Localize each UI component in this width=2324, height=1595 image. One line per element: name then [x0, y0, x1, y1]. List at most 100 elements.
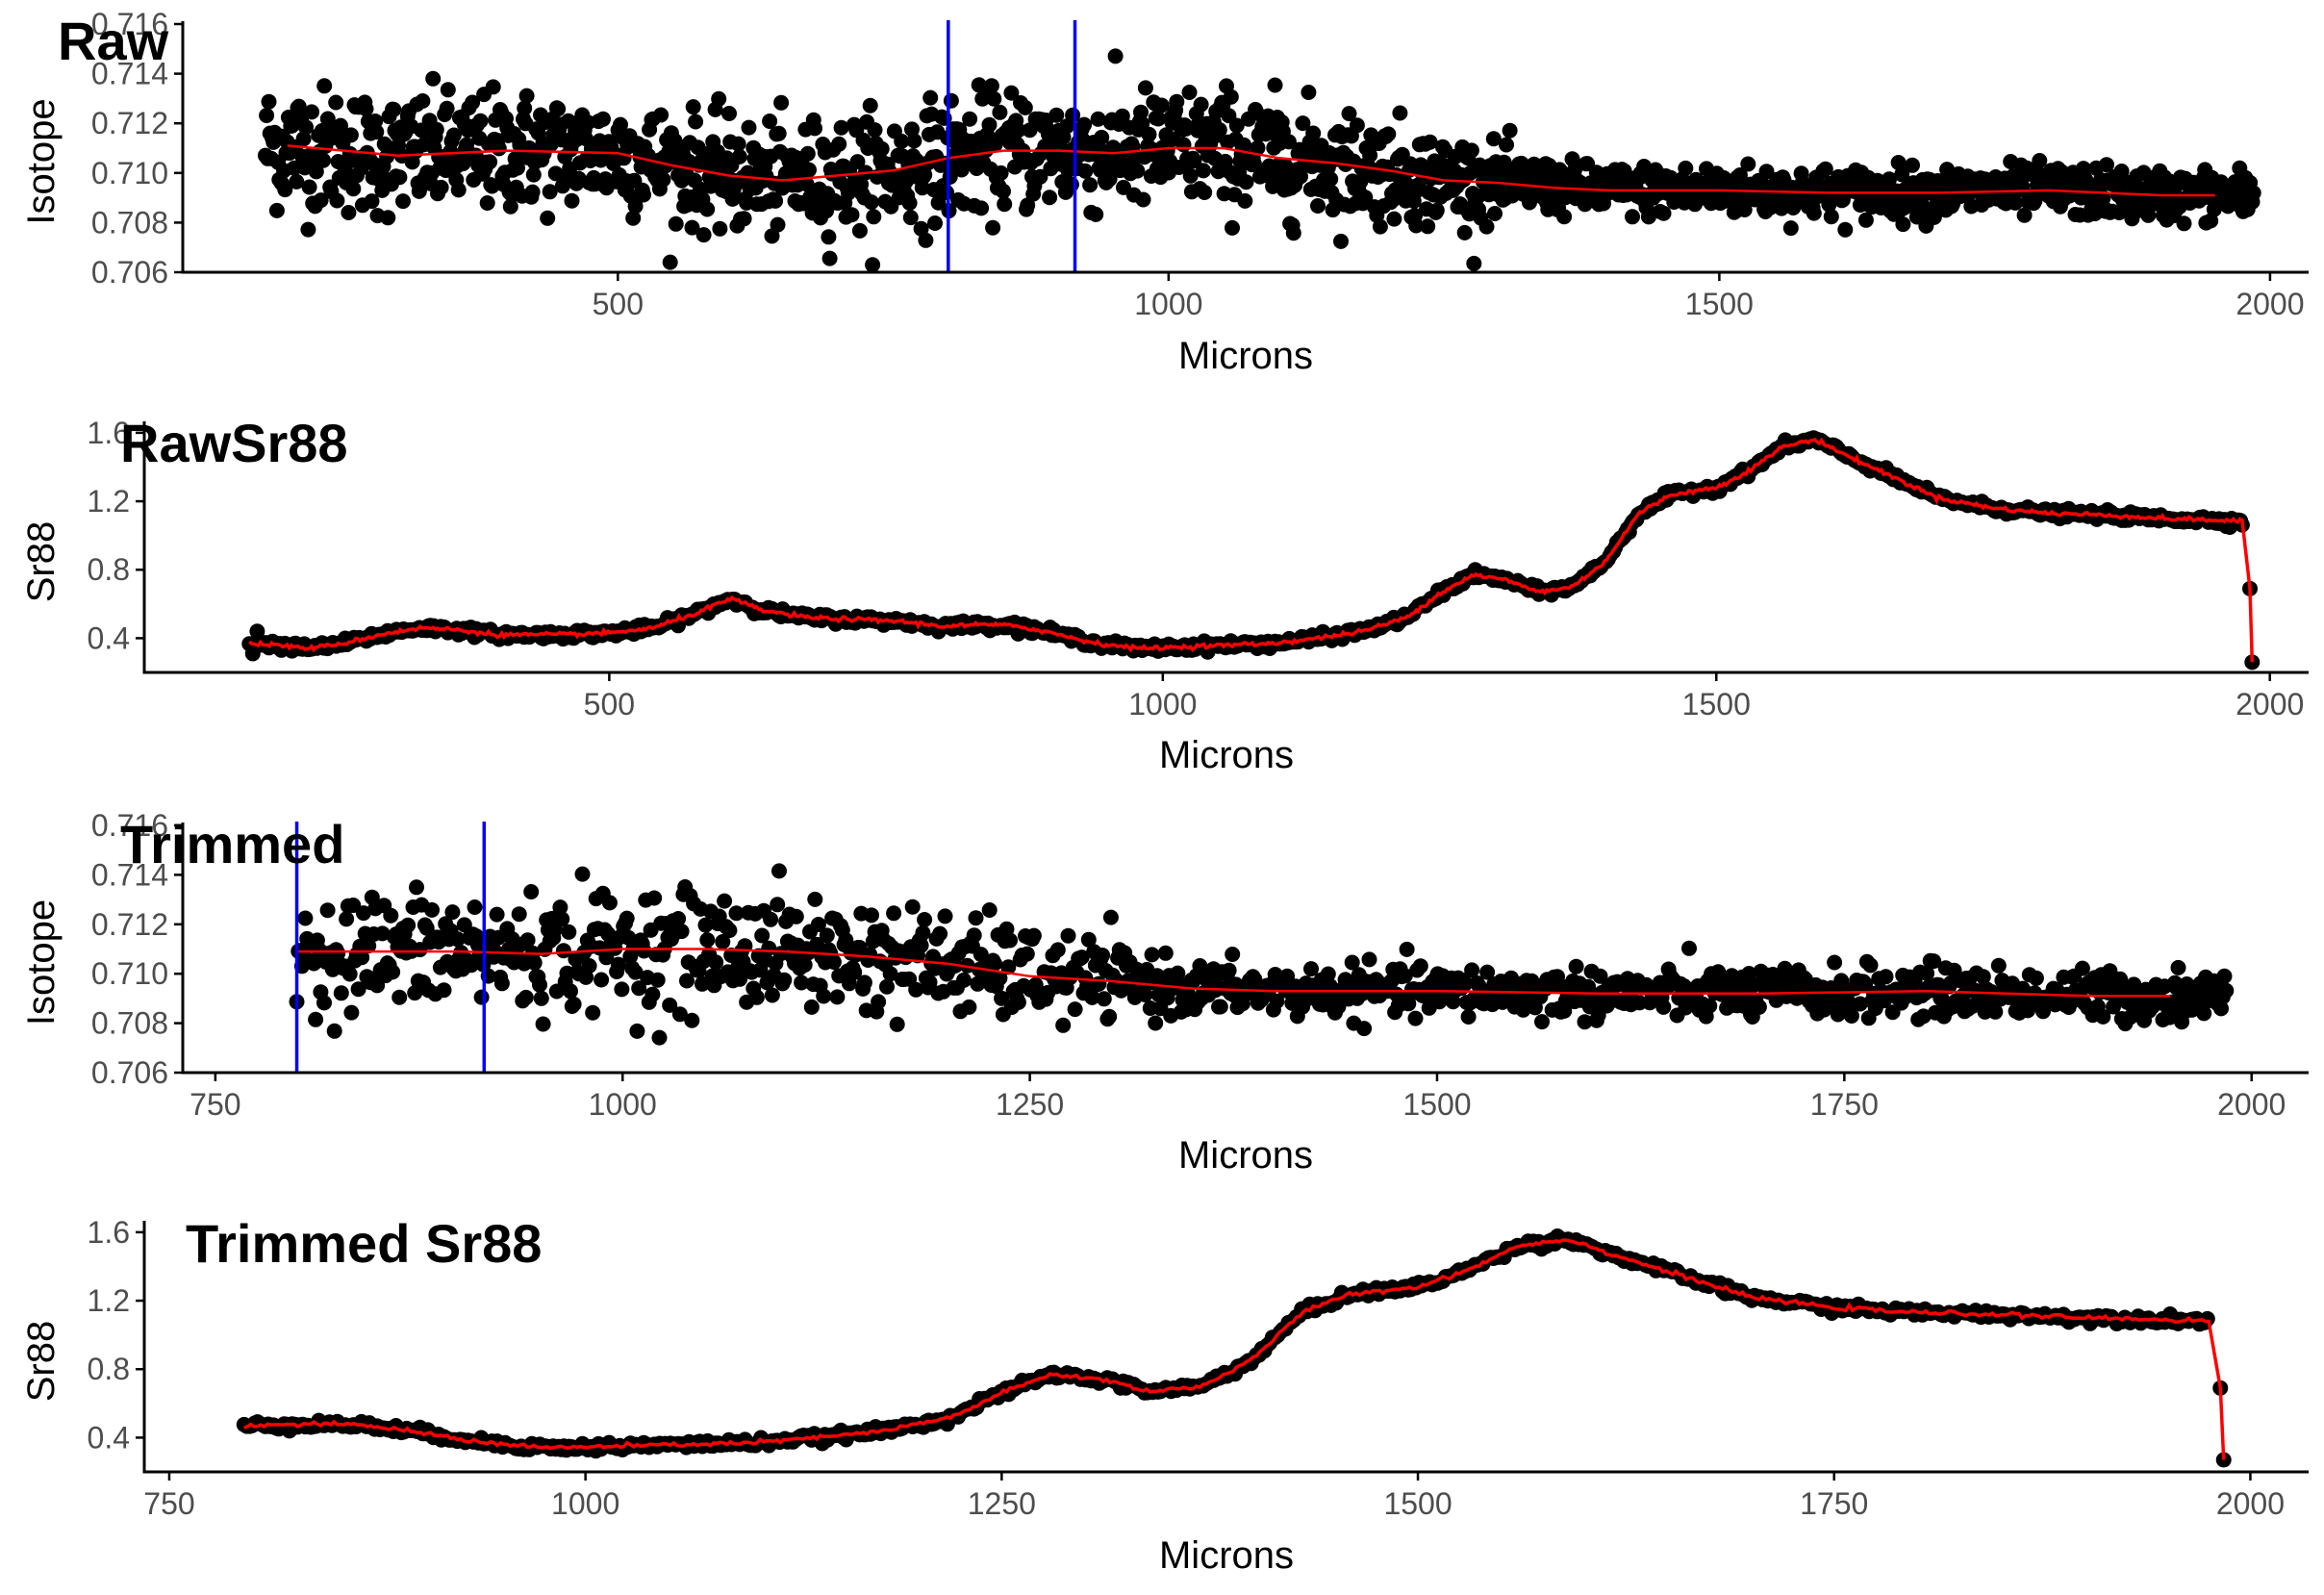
data-point	[721, 106, 737, 121]
panel-trimmed-isotope: 750 1000 1250 1500 1750 20000.7060.7080.7100.…	[20, 808, 2309, 1177]
data-point	[981, 116, 998, 133]
data-point	[1399, 941, 1415, 957]
data-point	[532, 976, 547, 993]
data-point	[316, 78, 333, 94]
data-point	[1817, 161, 1833, 177]
data-point	[865, 257, 881, 273]
data-point	[673, 924, 690, 940]
data-point	[484, 178, 500, 194]
data-point	[1905, 157, 1920, 173]
data-point	[699, 201, 716, 217]
data-point	[342, 127, 359, 143]
data-point	[1082, 177, 1099, 193]
data-point	[2016, 207, 2033, 223]
data-point	[1485, 131, 1502, 147]
data-point	[409, 879, 424, 896]
data-point	[1372, 218, 1388, 235]
data-point	[1137, 80, 1153, 96]
data-point	[525, 166, 542, 183]
data-point	[1181, 85, 1198, 100]
data-point	[943, 92, 959, 109]
data-point	[712, 220, 728, 237]
data-point	[819, 927, 835, 944]
data-point	[962, 111, 978, 127]
data-point	[249, 623, 265, 640]
data-point	[1890, 155, 1907, 170]
data-point	[482, 154, 498, 170]
panel-title: RawSr88	[120, 413, 348, 473]
data-point	[906, 133, 922, 149]
data-point	[424, 901, 440, 918]
y-tick-label: 0.712	[91, 907, 168, 942]
data-point	[807, 891, 823, 907]
data-point	[297, 910, 314, 926]
x-axis-title: Microns	[1159, 734, 1294, 776]
data-point	[866, 209, 882, 225]
data-point	[341, 966, 358, 982]
data-point	[1077, 163, 1094, 179]
data-point	[1392, 105, 1408, 121]
y-axis-title: Sr88	[20, 521, 63, 603]
data-point	[326, 1023, 342, 1039]
data-point	[803, 999, 820, 1015]
data-point	[333, 985, 349, 1001]
data-point	[1060, 927, 1076, 944]
data-point	[871, 994, 887, 1010]
data-point	[1150, 111, 1167, 127]
y-tick-label: 0.708	[91, 1006, 168, 1041]
data-point	[542, 184, 558, 200]
y-tick-label: 0.4	[88, 620, 130, 655]
data-point	[629, 1023, 645, 1039]
data-point	[386, 101, 402, 117]
data-point	[601, 895, 618, 911]
data-point	[889, 1016, 905, 1032]
x-tick-label: 1500	[1383, 1486, 1452, 1521]
data-point	[1101, 171, 1118, 188]
data-point	[1731, 167, 1748, 183]
data-point	[1225, 947, 1241, 962]
data-point	[1301, 85, 1317, 100]
data-point	[1017, 99, 1033, 115]
data-point	[547, 165, 564, 182]
data-point	[717, 893, 733, 909]
x-axis-title: Microns	[1178, 1134, 1313, 1177]
data-point	[1102, 909, 1119, 925]
panel-title: Trimmed	[120, 814, 344, 874]
data-point	[1175, 137, 1192, 153]
data-point	[917, 912, 933, 927]
data-point	[973, 200, 990, 216]
data-point	[864, 907, 879, 924]
data-point	[1285, 225, 1301, 241]
data-point	[526, 954, 543, 971]
x-tick-label: 2000	[2236, 687, 2304, 722]
data-point	[436, 982, 452, 999]
data-point	[816, 988, 832, 1004]
data-point	[300, 221, 316, 238]
data-point	[392, 169, 408, 186]
data-point	[833, 119, 849, 136]
data-point	[762, 114, 778, 129]
data-point	[1310, 198, 1326, 214]
data-point	[1002, 932, 1018, 949]
data-point	[1678, 160, 1694, 176]
data-point	[563, 983, 578, 1000]
data-point	[1534, 1014, 1550, 1030]
data-point	[595, 111, 611, 127]
data-point	[444, 904, 461, 921]
data-point	[879, 978, 895, 995]
data-point	[1114, 108, 1130, 124]
data-point	[983, 78, 999, 94]
data-point	[1211, 122, 1227, 138]
data-point	[731, 148, 747, 165]
data-point	[1428, 202, 1445, 218]
data-point	[554, 911, 570, 927]
data-point	[625, 210, 642, 226]
data-point	[748, 989, 765, 1005]
data-point	[1356, 1021, 1373, 1037]
data-point	[684, 219, 700, 236]
data-point	[741, 119, 757, 136]
data-point	[1091, 975, 1107, 992]
data-point	[550, 101, 567, 117]
data-point	[1487, 206, 1503, 221]
